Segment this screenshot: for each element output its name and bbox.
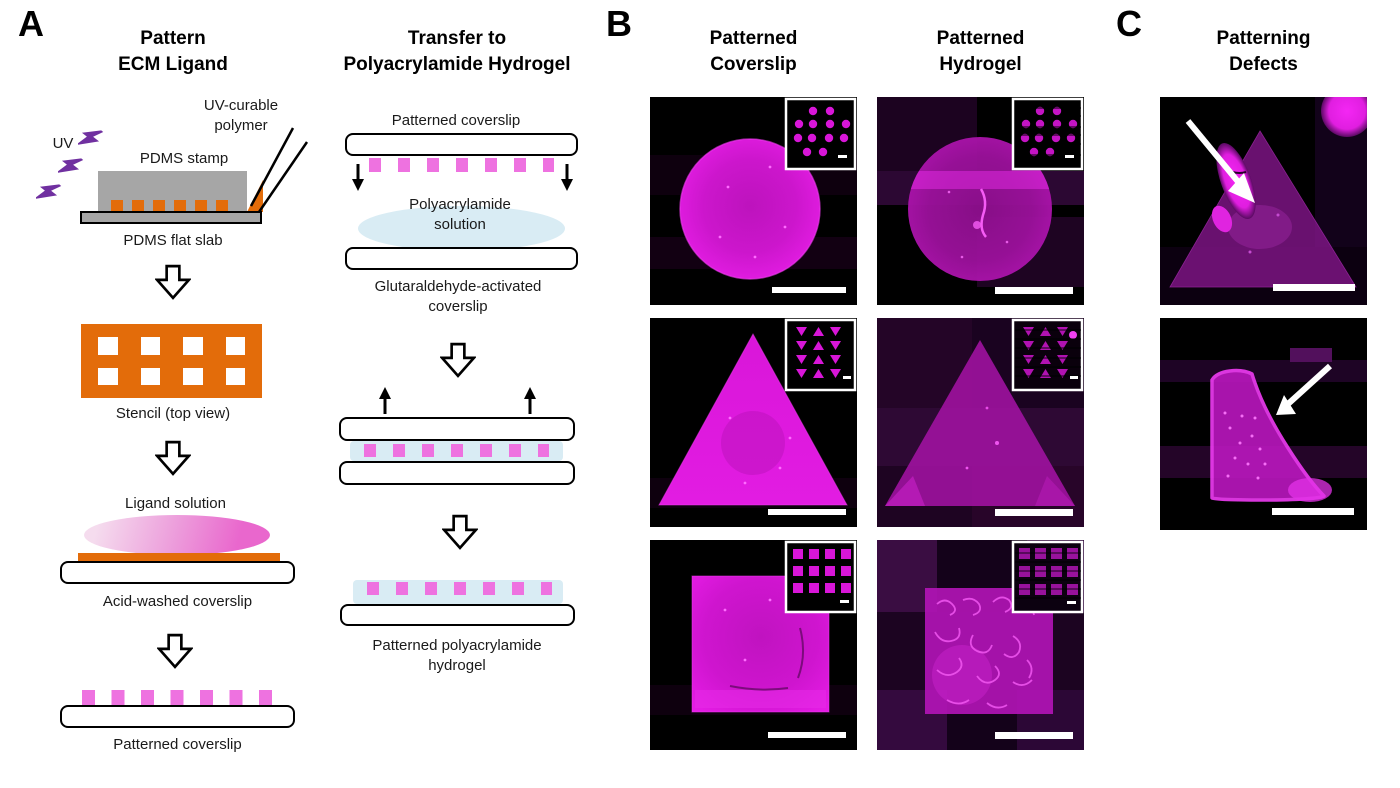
polymer-wedge-and-pipette-icon [247,127,309,213]
scale-bar [768,509,846,515]
acid-washed-coverslip-label: Acid-washed coverslip [102,593,253,610]
inset-triangle-grid [784,318,857,392]
sandwich-gel-layer [350,441,563,461]
micrograph-hydrogel-triangle [877,318,1084,527]
down-arrow-icon [440,342,476,378]
scale-bar [1272,508,1354,515]
stamp-features [111,200,234,212]
panel-a-label: A [18,3,44,44]
header-patterned-coverslip: Patterned Coverslip [709,28,798,75]
micrograph-defect-square [1160,318,1367,530]
defect-arrow-icon [1185,119,1255,203]
down-arrow-icon [157,633,193,669]
inset-circle-grid [784,97,857,171]
glutaraldehyde-coverslip-label: Glutaraldehyde-activated coverslip [374,278,542,315]
ligand-pattern-row [367,582,552,595]
patterned-gel-layer [353,580,563,604]
inset-scale-bar [1070,376,1078,379]
uv-bolt-icon [36,184,62,200]
scale-bar [1273,284,1355,291]
ligand-solution-droplet [84,515,270,555]
transfer-column-title: Transfer to Polyacrylamide Hydrogel [343,28,571,75]
wrinkle-texture [934,596,1035,709]
small-down-arrow-icon [352,164,364,191]
scale-bar [995,287,1073,294]
micrograph-coverslip-circle [650,97,857,305]
inset-square-grid-streaked [1011,540,1084,614]
pdms-flat-slab [80,211,262,224]
stencil-label: Stencil (top view) [115,405,231,422]
hydrogel-support-coverslip [340,604,575,626]
inset-scale-bar [838,155,847,158]
patterned-coverslip-label-2: Patterned coverslip [391,112,521,129]
uv-bolt-icon [58,158,84,174]
panel-c-label: C [1116,3,1142,44]
scale-bar [995,732,1073,739]
uv-curable-polymer-label: UV-curable polymer [203,97,279,134]
inset-scale-bar [840,600,849,603]
down-arrow-icon [155,440,191,476]
panel-b-label: B [606,3,632,44]
sandwich-bottom-coverslip [339,461,575,485]
ligand-solution-label: Ligand solution [125,495,226,512]
scale-bar [995,509,1073,516]
scale-bar [768,732,846,738]
micrograph-hydrogel-circle [877,97,1084,305]
micrograph-coverslip-triangle [650,318,857,527]
small-up-arrow-icon [379,387,391,414]
pdms-stamp-label: PDMS stamp [139,150,229,167]
header-patterned-hydrogel: Patterned Hydrogel [936,28,1025,75]
inset-triangle-grid-streaked [1011,318,1084,392]
inset-scale-bar [1065,155,1074,158]
patterned-hydrogel-label: Patterned polyacrylamide hydrogel [372,637,542,674]
pdms-stamp [98,171,247,212]
ligand-pattern-row [82,690,274,705]
sandwich-top-coverslip [339,417,575,441]
corner-blob [1321,97,1367,137]
down-arrow-icon [442,514,478,550]
stencil-top-view [81,324,262,398]
micrograph-hydrogel-square [877,540,1084,750]
header-patterning-defects: Patterning Defects [1216,28,1311,75]
ligand-pattern-row-hanging [369,158,554,172]
defect-shape [1210,368,1332,502]
patterned-coverslip-label: Patterned coverslip [113,736,242,753]
micrograph-defect-triangle [1160,97,1367,305]
patterned-coverslip [60,705,295,728]
inset-scale-bar [843,376,851,379]
inset-circle-grid-streaked [1011,97,1084,171]
ligand-pattern-row [364,444,549,457]
glutaraldehyde-coverslip [345,247,578,270]
inset-scale-bar [1067,601,1076,604]
pattern-column-title: Pattern ECM Ligand [118,28,228,75]
polyacrylamide-solution-label: Polyacrylamide solution [409,196,511,233]
uv-bolt-icon [78,130,104,146]
pdms-flat-slab-label: PDMS flat slab [123,232,223,249]
patterned-coverslip-inverted [345,133,578,156]
polyacrylamide-droplet [358,206,565,251]
inset-square-grid [784,540,857,614]
down-arrow-icon [155,264,191,300]
small-up-arrow-icon [524,387,536,414]
uv-label: UV [52,135,74,152]
acid-washed-coverslip [60,561,295,584]
small-down-arrow-icon [561,164,573,191]
scale-bar [772,287,846,293]
stencil-side-view [78,553,280,562]
micrograph-coverslip-square [650,540,857,750]
defect-arrow-icon [1276,363,1333,415]
